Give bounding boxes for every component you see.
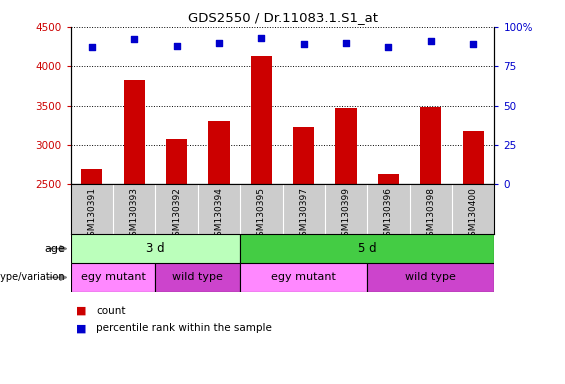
Point <box>215 40 224 46</box>
Bar <box>81 169 102 184</box>
Point <box>172 43 181 49</box>
Text: GSM130398: GSM130398 <box>427 187 435 242</box>
Point <box>299 41 308 47</box>
Text: count: count <box>96 306 125 316</box>
Bar <box>71 263 155 292</box>
Point <box>469 41 478 47</box>
Bar <box>336 108 357 184</box>
Text: GSM130400: GSM130400 <box>469 187 477 242</box>
Point <box>257 35 266 41</box>
Text: GSM130393: GSM130393 <box>130 187 138 242</box>
Text: GSM130397: GSM130397 <box>299 187 308 242</box>
Point <box>341 40 350 46</box>
Bar <box>367 263 494 292</box>
Text: GSM130399: GSM130399 <box>342 187 350 242</box>
Text: GSM130392: GSM130392 <box>172 187 181 242</box>
Bar <box>71 234 240 263</box>
Text: 5 d: 5 d <box>358 242 376 255</box>
Text: wild type: wild type <box>405 272 457 283</box>
Text: ■: ■ <box>76 306 87 316</box>
Point <box>129 36 139 43</box>
Point <box>384 44 393 50</box>
Title: GDS2550 / Dr.11083.1.S1_at: GDS2550 / Dr.11083.1.S1_at <box>188 11 377 24</box>
Bar <box>166 139 187 184</box>
Bar <box>293 127 314 184</box>
Text: wild type: wild type <box>172 272 223 283</box>
Text: egy mutant: egy mutant <box>271 272 336 283</box>
Bar <box>240 234 494 263</box>
Bar <box>124 80 145 184</box>
Bar <box>463 131 484 184</box>
Text: GSM130395: GSM130395 <box>257 187 266 242</box>
Bar <box>208 121 229 184</box>
Bar <box>240 263 367 292</box>
Point <box>426 38 435 44</box>
Bar <box>420 107 441 184</box>
Bar <box>251 56 272 184</box>
Text: age: age <box>44 243 65 254</box>
Text: egy mutant: egy mutant <box>81 272 145 283</box>
Text: ■: ■ <box>76 323 87 333</box>
Text: percentile rank within the sample: percentile rank within the sample <box>96 323 272 333</box>
Text: genotype/variation: genotype/variation <box>0 272 65 283</box>
Text: 3 d: 3 d <box>146 242 164 255</box>
Text: GSM130396: GSM130396 <box>384 187 393 242</box>
Text: GSM130391: GSM130391 <box>88 187 96 242</box>
Bar <box>378 174 399 184</box>
Point <box>87 44 96 50</box>
Text: GSM130394: GSM130394 <box>215 187 223 242</box>
Bar <box>155 263 240 292</box>
